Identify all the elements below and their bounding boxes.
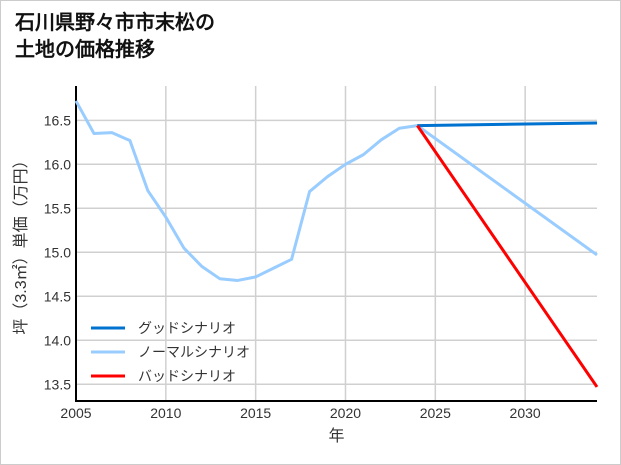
- y-tick-label: 15.0: [44, 244, 71, 260]
- x-tick-label: 2020: [330, 405, 361, 421]
- x-tick-label: 2025: [420, 405, 451, 421]
- chart-title-line-1: 石川県野々市市末松の: [15, 10, 215, 34]
- y-tick-label: 14.5: [44, 288, 71, 304]
- legend-label: バッドシナリオ: [138, 368, 236, 384]
- x-tick-label: 2010: [150, 405, 181, 421]
- series-line-2: [416, 124, 599, 388]
- x-tick-label: 2015: [240, 405, 271, 421]
- x-axis-label: 年: [328, 427, 344, 445]
- x-tick-label: 2005: [60, 405, 91, 421]
- y-axis-label: 坪（3.3㎡）単価（万円）: [12, 152, 30, 334]
- x-tick-label: 2030: [510, 405, 541, 421]
- chart-title-line-2: 土地の価格推移: [15, 37, 155, 61]
- y-tick-label: 15.5: [44, 200, 71, 216]
- y-tick-label: 16.0: [44, 156, 71, 172]
- series-line-1: [74, 100, 598, 282]
- legend-label: グッドシナリオ: [138, 320, 236, 336]
- y-tick-label: 13.5: [44, 376, 71, 392]
- chart-title: 石川県野々市市末松の 土地の価格推移: [15, 9, 215, 63]
- y-tick-label: 16.5: [44, 112, 71, 128]
- y-tick-label: 14.0: [44, 332, 71, 348]
- legend-label: ノーマルシナリオ: [138, 344, 250, 360]
- series-line-0: [417, 121, 598, 128]
